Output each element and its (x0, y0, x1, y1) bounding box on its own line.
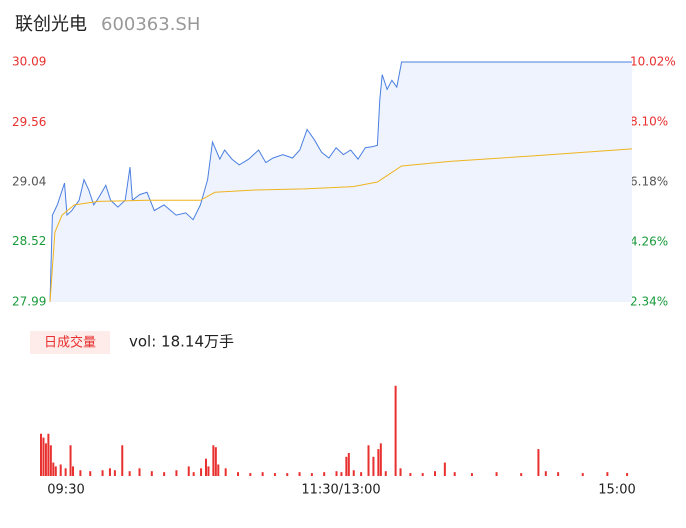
x-tick-label: 09:30 (47, 483, 84, 498)
volume-bar (298, 472, 301, 476)
volume-bar (394, 385, 397, 476)
volume-bar (409, 473, 412, 476)
line-average (49, 148, 633, 303)
volume-bar (421, 473, 424, 476)
subtitle: 600363.SH (101, 14, 200, 35)
volume-bar (399, 468, 402, 476)
volume-bar (49, 445, 52, 476)
y2-tick-label: 6.18% (630, 175, 668, 189)
volume-bar (377, 449, 380, 476)
volume-bar (352, 470, 355, 476)
volume-bar (237, 472, 239, 476)
y2-tick-label: 2.34% (630, 295, 668, 309)
volume-bar (217, 464, 220, 476)
y-tick-label: 27.99 (12, 295, 46, 309)
y-tick-label: 29.56 (12, 115, 46, 129)
volume-bar (42, 437, 45, 476)
volume-label-box (30, 331, 110, 354)
x-tick-label: 11:30/13:00 (301, 483, 380, 498)
volume-bar (340, 472, 343, 476)
price-area (50, 62, 632, 302)
volume-bar (150, 471, 153, 476)
volume-bar (214, 447, 217, 476)
volume-bar (40, 433, 42, 476)
title: 联创光电 (15, 14, 87, 35)
x-tick-label: 15:00 (598, 483, 635, 498)
volume-bar (273, 473, 276, 476)
volume-bar (470, 473, 473, 476)
volume-bar (79, 470, 82, 476)
volume-bar (59, 464, 62, 476)
volume-bar (175, 470, 178, 476)
volume-bar (347, 452, 350, 476)
volume-bar (187, 466, 190, 476)
volume-bar (323, 472, 326, 476)
volume-bar (44, 443, 47, 476)
volume-bar (101, 470, 104, 476)
volume-bar (54, 466, 57, 476)
volume-bar (434, 471, 436, 476)
volume-bar (335, 471, 338, 476)
volume-bar (367, 445, 370, 476)
volume-bar (113, 470, 116, 476)
volume-bar (372, 456, 375, 476)
volume-bar (443, 462, 446, 476)
y-tick-label: 28.52 (12, 234, 46, 248)
volume-bar (557, 472, 560, 476)
volume-bar (384, 471, 387, 476)
volume-bar (520, 473, 523, 476)
y-tick-label: 30.09 (12, 55, 46, 69)
volume-text: vol: 18.14万手 (129, 333, 234, 351)
y2-tick-label: 4.26% (630, 235, 668, 249)
volume-bar (379, 443, 382, 476)
volume-bar (286, 473, 289, 476)
volume-bar (224, 468, 227, 476)
y2-tick-label: 10.02% (630, 55, 676, 69)
y-tick-label: 29.04 (12, 175, 46, 189)
volume-bar (89, 471, 92, 476)
volume-bar (537, 449, 540, 476)
volume-bar (207, 466, 210, 476)
volume-bar (261, 472, 264, 476)
line-price (49, 61, 632, 303)
volume-label: 日成交量 (44, 335, 96, 351)
volume-bar (163, 472, 166, 476)
volume-bar (581, 473, 584, 476)
volume-bar (138, 468, 141, 476)
volume-bar (544, 471, 547, 476)
volume-bar (626, 473, 629, 476)
volume-bar (310, 473, 313, 476)
volume-bar (453, 472, 456, 476)
volume-bar (360, 472, 363, 476)
volume-bar (47, 433, 50, 476)
volume-bar (606, 472, 609, 476)
volume-bar (192, 472, 195, 476)
volume-bar (249, 473, 252, 476)
volume-bar (495, 472, 498, 476)
volume-bar (345, 456, 348, 476)
volume-bar (204, 458, 207, 476)
volume-bar (108, 468, 111, 476)
volume-bar (200, 468, 203, 476)
y2-tick-label: 8.10% (630, 115, 668, 129)
volume-bar (64, 468, 67, 476)
volume-bar (128, 471, 131, 476)
volume-bar (72, 466, 75, 476)
volume-bar (52, 462, 55, 476)
volume-bar (69, 445, 72, 476)
volume-bar (121, 445, 124, 476)
volume-bar (212, 445, 215, 476)
